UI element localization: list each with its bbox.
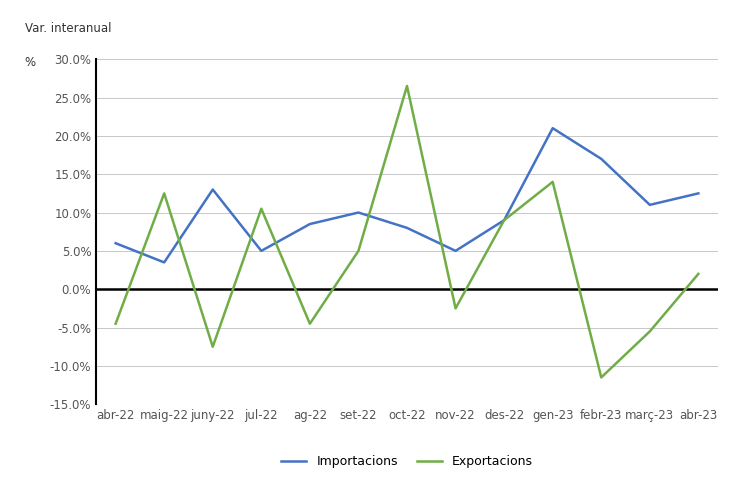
Importacions [306, 221, 314, 227]
Line: Importacions: Importacions [115, 128, 699, 262]
Importacions [111, 240, 120, 246]
Exportacions [451, 306, 460, 312]
Importacions [596, 156, 605, 162]
Exportacions [111, 321, 120, 327]
Importacions [548, 125, 557, 131]
Legend: Importacions, Exportacions: Importacions, Exportacions [281, 456, 533, 468]
Importacions [257, 248, 266, 254]
Exportacions [596, 375, 605, 381]
Exportacions [354, 248, 363, 254]
Exportacions [257, 206, 266, 211]
Exportacions [209, 344, 218, 350]
Text: %: % [24, 56, 36, 69]
Exportacions [306, 321, 314, 327]
Importacions [160, 259, 169, 265]
Exportacions [403, 83, 411, 89]
Importacions [694, 190, 703, 196]
Exportacions [548, 179, 557, 185]
Importacions [645, 202, 654, 208]
Exportacions [160, 190, 169, 196]
Importacions [500, 217, 508, 223]
Importacions [403, 225, 411, 231]
Exportacions [500, 217, 508, 223]
Line: Exportacions: Exportacions [115, 86, 699, 378]
Importacions [209, 186, 218, 192]
Importacions [354, 210, 363, 215]
Exportacions [694, 271, 703, 277]
Text: Var. interanual: Var. interanual [24, 22, 111, 35]
Exportacions [645, 328, 654, 334]
Importacions [451, 248, 460, 254]
